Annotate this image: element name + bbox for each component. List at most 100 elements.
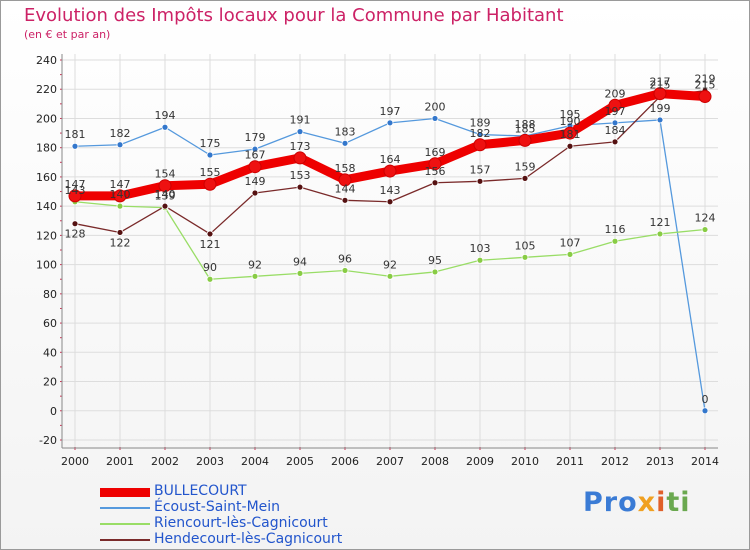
data-label: 188 [515,118,536,131]
x-tick-label: 2004 [241,455,269,468]
x-tick-label: 2008 [421,455,449,468]
data-point [113,189,127,203]
data-point [656,230,664,238]
line-chart: -20 0 20 40 60 80 100 120 140 160 180 200 220 240 200… [36,54,719,468]
y-tick-label: 160 [36,171,57,184]
data-point [296,128,304,136]
y-tick-label: 140 [36,200,57,213]
data-label: 159 [515,160,536,173]
data-label: 209 [605,87,626,100]
data-point [518,133,532,147]
data-label: 167 [245,149,266,162]
y-tick-label: 120 [36,229,57,242]
data-label: 116 [605,223,626,236]
data-label: 90 [203,261,217,274]
legend-label: BULLECOURT [154,483,247,499]
data-point [341,139,349,147]
data-point [476,177,484,185]
data-label: 121 [650,216,671,229]
data-label: 147 [110,178,131,191]
data-point [161,123,169,131]
data-label: 195 [560,108,581,121]
x-tick-label: 2000 [61,455,89,468]
data-label: 194 [155,109,176,122]
data-label: 140 [155,188,176,201]
data-label: 143 [380,184,401,197]
data-label: 197 [605,105,626,118]
data-label: 153 [290,169,311,182]
x-tick-label: 2001 [106,455,134,468]
x-tick-label: 2010 [511,455,539,468]
data-point [296,269,304,277]
data-point [206,275,214,283]
data-point [338,173,352,187]
data-label: 149 [245,175,266,188]
x-tick-label: 2012 [601,455,629,468]
data-point [71,220,79,228]
legend-label: Riencourt-lès-Cagnicourt [154,515,328,531]
data-label: 219 [695,73,716,86]
legend-swatch [100,488,150,497]
data-label: 215 [650,79,671,92]
y-tick-label: 20 [43,376,57,389]
data-point [161,202,169,210]
data-label: 95 [428,254,442,267]
legend-swatch [100,523,150,525]
x-tick-label: 2003 [196,455,224,468]
data-point [698,90,712,104]
y-axis-ticks: -20 0 20 40 60 80 100 120 140 160 180 200 220 240 [36,54,57,447]
data-label: 147 [65,178,86,191]
data-point [473,138,487,152]
x-tick-label: 2006 [331,455,359,468]
data-label: 169 [425,146,446,159]
data-point [71,142,79,150]
data-point [656,116,664,124]
data-label: 182 [110,127,131,140]
y-tick-label: 180 [36,142,57,155]
data-point [653,87,667,101]
data-point [476,131,484,138]
data-point [521,253,529,261]
data-label: 121 [200,238,221,251]
data-label: 124 [695,212,716,225]
data-point [203,177,217,191]
data-label: 164 [380,153,401,166]
y-tick-label: 100 [36,259,57,272]
data-label: 181 [560,128,581,141]
data-label: 143 [65,184,86,197]
data-label: 156 [425,165,446,178]
series-points [68,87,712,415]
data-point [68,189,82,203]
y-tick-label: 220 [36,83,57,96]
data-point [611,237,619,245]
data-point [251,145,259,153]
data-label: 181 [65,128,86,141]
legend-swatch [100,539,150,541]
data-label: 173 [290,140,311,153]
x-tick-label: 2014 [691,455,719,468]
data-point [386,119,394,127]
data-point [116,202,124,210]
data-label: 103 [470,242,491,255]
data-label: 217 [650,76,671,89]
data-label: 139 [155,190,176,203]
y-tick-label: -20 [39,434,57,447]
x-tick-label: 2002 [151,455,179,468]
data-point [386,198,394,206]
data-point [341,267,349,274]
data-point [701,226,709,233]
data-point [386,272,394,280]
y-tick-label: 40 [43,346,57,359]
data-label: 158 [335,162,356,175]
data-label: 182 [470,127,491,140]
data-label: 94 [293,255,307,268]
chart-subtitle: (en € et par an) [24,28,111,41]
data-label: 92 [248,258,262,271]
x-tick-label: 2013 [646,455,674,468]
data-label: 189 [470,117,491,130]
data-label: 155 [200,166,221,179]
y-tick-label: 200 [36,112,57,125]
data-point [158,179,172,193]
data-point [248,160,262,174]
data-label: 122 [110,236,131,249]
